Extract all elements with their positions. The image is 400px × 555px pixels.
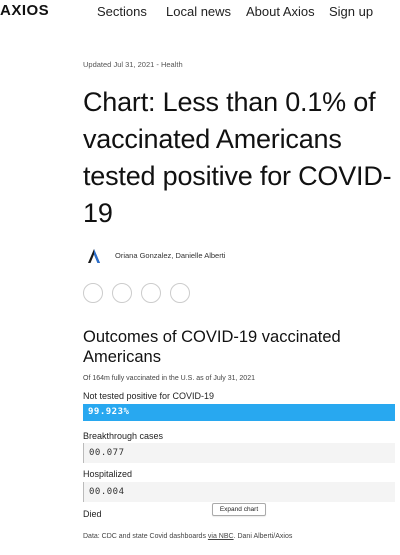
- bar-value-hospitalized: 00.004: [89, 487, 125, 497]
- chart-source: Data: CDC and state Covid dashboards via…: [83, 533, 292, 540]
- share-twitter-icon[interactable]: [112, 283, 132, 303]
- byline: Oriana Gonzalez, Danielle Alberti: [83, 246, 225, 266]
- bar-hospitalized: 00.004: [83, 482, 395, 502]
- top-nav: AXIOS Sections Local news About Axios Si…: [0, 0, 400, 24]
- nav-sign-up[interactable]: Sign up: [329, 4, 374, 19]
- share-linkedin-icon[interactable]: [141, 283, 161, 303]
- share-buttons: [83, 283, 199, 303]
- bar-value-not-positive: 99.923%: [88, 407, 130, 417]
- bar-not-positive: 99.923%: [83, 404, 395, 421]
- axios-chevron-icon: [88, 249, 100, 263]
- bar-breakthrough: 00.077: [83, 443, 395, 463]
- bar-breakthrough-tick: [83, 443, 84, 463]
- bar-track-not-positive: 99.923%: [83, 404, 395, 421]
- share-email-icon[interactable]: [170, 283, 190, 303]
- author-avatar: [83, 246, 105, 266]
- expand-chart-button[interactable]: Expand chart: [212, 503, 266, 516]
- source-prefix: Data: CDC and state Covid dashboards: [83, 533, 208, 540]
- source-link[interactable]: via NBC: [207, 533, 234, 540]
- share-facebook-icon[interactable]: [83, 283, 103, 303]
- bar-label-breakthrough: Breakthrough cases: [83, 431, 164, 441]
- author-names: Oriana Gonzalez, Danielle Alberti: [115, 251, 226, 260]
- nav-about-axios[interactable]: About Axios: [246, 4, 315, 19]
- page-title: Chart: Less than 0.1% of vaccinated Amer…: [83, 87, 392, 228]
- bar-label-hospitalized: Hospitalized: [83, 469, 133, 479]
- bar-hospitalized-tick: [83, 482, 84, 502]
- chart-title: Outcomes of COVID-19 vaccinated American…: [83, 328, 341, 366]
- axios-logo[interactable]: AXIOS: [0, 2, 49, 19]
- logo-text: AXIOS: [0, 2, 50, 19]
- bar-value-breakthrough: 00.077: [89, 448, 125, 458]
- article-meta: Updated Jul 31, 2021 - Health: [83, 60, 183, 69]
- nav-sections[interactable]: Sections: [97, 4, 147, 19]
- source-suffix: . Dani Alberti/Axios: [233, 533, 293, 540]
- nav-local-news[interactable]: Local news: [166, 4, 232, 19]
- bar-label-not-positive: Not tested positive for COVID-19: [83, 391, 215, 401]
- chart-subtitle: Of 164m fully vaccinated in the U.S. as …: [83, 375, 255, 382]
- bar-label-died: Died: [83, 509, 102, 519]
